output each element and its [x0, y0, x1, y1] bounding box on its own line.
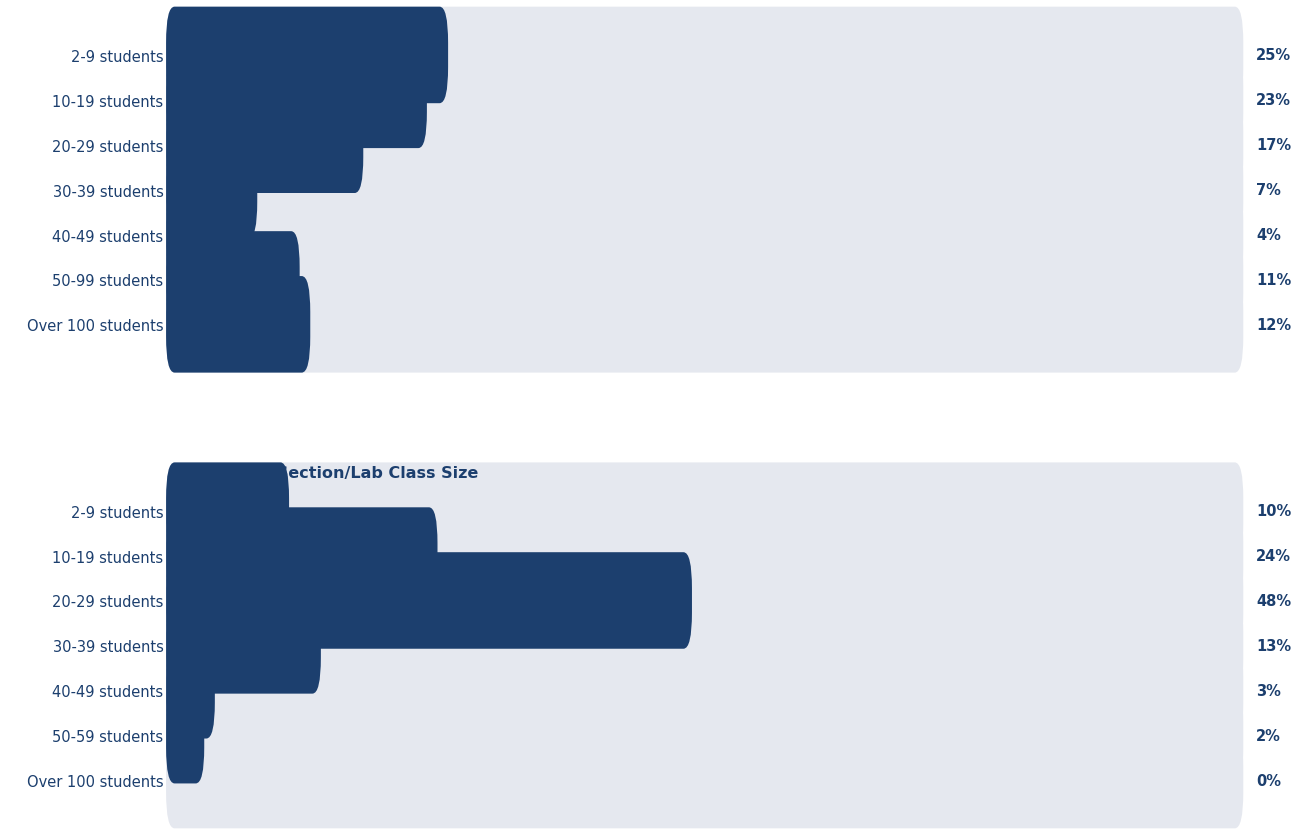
FancyBboxPatch shape [166, 8, 449, 104]
FancyBboxPatch shape [166, 642, 1244, 739]
FancyBboxPatch shape [166, 232, 300, 329]
FancyBboxPatch shape [166, 507, 437, 604]
FancyBboxPatch shape [166, 97, 1244, 194]
FancyBboxPatch shape [166, 187, 225, 283]
FancyBboxPatch shape [166, 463, 1244, 559]
Text: 23%: 23% [1256, 94, 1290, 108]
Text: Regular Class Size: Regular Class Size [175, 10, 340, 25]
FancyBboxPatch shape [166, 687, 1244, 783]
Text: 3%: 3% [1256, 683, 1281, 698]
Text: 48%: 48% [1256, 594, 1292, 609]
Text: 12%: 12% [1256, 318, 1292, 333]
FancyBboxPatch shape [166, 187, 1244, 283]
FancyBboxPatch shape [166, 687, 204, 783]
Text: 10%: 10% [1256, 503, 1292, 518]
Text: 4%: 4% [1256, 227, 1281, 242]
FancyBboxPatch shape [166, 232, 1244, 329]
FancyBboxPatch shape [166, 8, 1244, 104]
FancyBboxPatch shape [166, 97, 363, 194]
Text: 13%: 13% [1256, 638, 1292, 653]
FancyBboxPatch shape [166, 732, 1244, 828]
FancyBboxPatch shape [166, 598, 1244, 694]
Text: 11%: 11% [1256, 273, 1292, 288]
FancyBboxPatch shape [166, 463, 290, 559]
Text: 25%: 25% [1256, 48, 1292, 64]
FancyBboxPatch shape [166, 277, 1244, 373]
Text: Discussion Section/Lab Class Size: Discussion Section/Lab Class Size [175, 466, 478, 481]
FancyBboxPatch shape [166, 553, 1244, 649]
FancyBboxPatch shape [166, 53, 427, 149]
Text: 7%: 7% [1256, 183, 1281, 198]
FancyBboxPatch shape [166, 142, 257, 238]
FancyBboxPatch shape [166, 277, 310, 373]
Text: 0%: 0% [1256, 772, 1281, 788]
FancyBboxPatch shape [166, 642, 215, 739]
FancyBboxPatch shape [166, 507, 1244, 604]
FancyBboxPatch shape [166, 142, 1244, 238]
Text: 24%: 24% [1256, 548, 1290, 563]
FancyBboxPatch shape [166, 53, 1244, 149]
FancyBboxPatch shape [166, 553, 692, 649]
Text: 2%: 2% [1256, 728, 1281, 742]
Text: 17%: 17% [1256, 138, 1292, 153]
FancyBboxPatch shape [166, 598, 321, 694]
